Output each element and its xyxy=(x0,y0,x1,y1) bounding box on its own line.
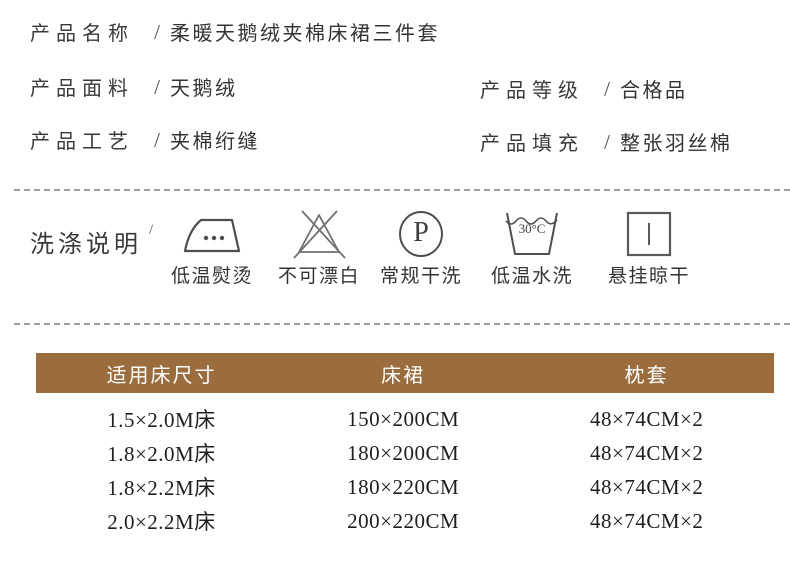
wash-item-no-bleach: 不可漂白 xyxy=(263,208,375,288)
column-header-bed-skirt: 床裙 xyxy=(381,364,426,387)
table-row: 2.0×2.2M床 200×220CM 48×74CM×2 xyxy=(36,504,774,538)
table-row: 1.8×2.0M床 180×200CM 48×74CM×2 xyxy=(36,436,774,470)
cell-bed-skirt: 180×220CM xyxy=(347,474,460,499)
cell-pillowcase: 48×74CM×2 xyxy=(589,406,704,431)
size-table-header: 适用床尺寸 床裙 枕套 xyxy=(36,353,774,393)
cell-bed-skirt: 200×220CM xyxy=(347,508,460,533)
iron-icon xyxy=(180,208,244,256)
cell-pillowcase: 48×74CM×2 xyxy=(589,440,704,465)
table-row: 1.8×2.2M床 180×220CM 48×74CM×2 xyxy=(36,470,774,504)
wash-item-label: 低温水洗 xyxy=(490,266,573,287)
column-header-bed-size: 适用床尺寸 xyxy=(106,364,217,387)
wash-item-label: 低温熨烫 xyxy=(170,266,253,287)
attr-value: 柔暖天鹅绒夹棉床裙三件套 xyxy=(170,23,440,45)
attr-value: 合格品 xyxy=(620,80,688,102)
dry-clean-letter: P xyxy=(413,217,429,248)
attr-value: 夹棉绗缝 xyxy=(170,131,260,153)
slash-separator: / xyxy=(154,20,160,44)
cell-bed-size: 1.5×2.0M床 xyxy=(107,408,216,432)
attr-row-filling: 产品填充 / 整张羽丝棉 xyxy=(480,127,733,156)
wash-item-label: 不可漂白 xyxy=(277,266,360,287)
column-header-pillowcase: 枕套 xyxy=(624,364,669,387)
wash-item-iron: 低温熨烫 xyxy=(156,208,268,288)
wash-temperature-text: 30°C xyxy=(518,221,546,236)
attr-label: 产品等级 xyxy=(480,80,584,102)
cell-bed-size: 1.8×2.0M床 xyxy=(107,442,216,466)
slash-separator: / xyxy=(154,128,160,152)
size-table-body: 1.5×2.0M床 150×200CM 48×74CM×2 1.8×2.0M床 … xyxy=(36,393,774,538)
cell-bed-skirt: 150×200CM xyxy=(347,406,460,431)
wash-item-dry-clean: P 常规干洗 xyxy=(365,208,477,288)
slash-separator: / xyxy=(604,130,610,154)
attr-value: 天鹅绒 xyxy=(170,78,238,100)
cell-bed-size: 1.8×2.2M床 xyxy=(107,476,216,500)
slash-separator: / xyxy=(154,75,160,99)
attr-label: 产品名称 xyxy=(30,23,134,45)
wash-item-label: 常规干洗 xyxy=(379,266,462,287)
attr-label: 产品填充 xyxy=(480,133,584,155)
slash-separator: / xyxy=(604,77,610,101)
cell-bed-size: 2.0×2.2M床 xyxy=(107,510,216,534)
attr-row-craft: 产品工艺 / 夹棉绗缝 xyxy=(30,125,260,154)
wash-item-wash-30: 30°C 低温水洗 xyxy=(476,208,588,288)
attr-row-fabric: 产品面料 / 天鹅绒 xyxy=(30,72,238,101)
wash-30c-icon: 30°C xyxy=(500,208,564,256)
wash-item-hang-dry: 悬挂晾干 xyxy=(593,208,705,288)
size-table: 适用床尺寸 床裙 枕套 1.5×2.0M床 150×200CM 48×74CM×… xyxy=(36,353,774,538)
cell-pillowcase: 48×74CM×2 xyxy=(589,508,704,533)
attr-row-grade: 产品等级 / 合格品 xyxy=(480,74,688,103)
slash-separator: / xyxy=(149,222,154,238)
wash-item-label: 悬挂晾干 xyxy=(607,266,690,287)
hang-dry-icon xyxy=(617,208,681,257)
dashed-divider-top xyxy=(14,189,790,191)
dry-clean-p-icon: P xyxy=(389,208,453,257)
cell-bed-skirt: 180×200CM xyxy=(347,440,460,465)
no-bleach-icon xyxy=(287,208,351,259)
dashed-divider-bottom xyxy=(14,323,790,325)
table-row: 1.5×2.0M床 150×200CM 48×74CM×2 xyxy=(36,402,774,436)
wash-section-title: 洗涤说明 xyxy=(30,232,142,258)
attr-label: 产品面料 xyxy=(30,78,134,100)
attr-label: 产品工艺 xyxy=(30,131,134,153)
cell-pillowcase: 48×74CM×2 xyxy=(589,474,704,499)
attr-row-product-name: 产品名称 / 柔暖天鹅绒夹棉床裙三件套 xyxy=(30,17,440,46)
attr-value: 整张羽丝棉 xyxy=(620,133,733,155)
